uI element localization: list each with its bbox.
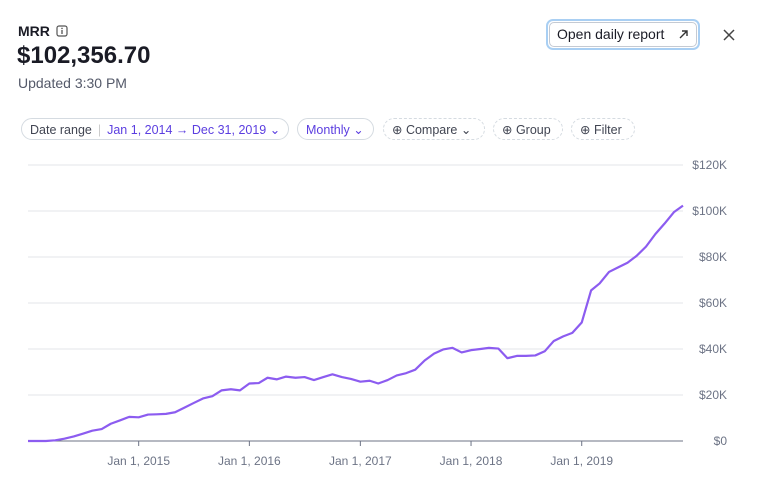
date-value: Jan 1, 2014 → Dec 31, 2019 (107, 123, 267, 137)
plus-icon: ⊕ (580, 123, 594, 137)
group-filter[interactable]: ⊕ Group (493, 118, 563, 140)
filter-button[interactable]: ⊕ Filter (571, 118, 635, 140)
plus-icon: ⊕ (392, 123, 406, 137)
chevron: ⌄ (353, 123, 364, 137)
title: MRR (18, 23, 50, 39)
y-tick-label: $100K (692, 204, 727, 218)
close-icon[interactable] (723, 29, 735, 41)
divider: | (97, 123, 102, 137)
group: Group (515, 123, 551, 137)
y-tick-label: $20K (699, 388, 727, 402)
x-tick-label: Jan 1, 2016 (218, 454, 281, 468)
headline-value: $102,356.70 (17, 42, 151, 69)
y-tick-label: $60K (699, 296, 727, 310)
chevron: ⌄ (269, 123, 281, 137)
updated-time: Updated 3:30 PM (18, 75, 127, 91)
button-focus-ring (546, 19, 700, 50)
compare-filter[interactable]: ⊕ Compare ⌄ (383, 118, 485, 140)
chevron: ⌄ (460, 123, 472, 137)
compare: Compare (405, 123, 458, 137)
info-icon[interactable] (56, 25, 68, 37)
y-tick-label: $0 (714, 434, 728, 448)
date-label: Date range (30, 123, 92, 137)
x-tick-label: Jan 1, 2018 (440, 454, 503, 468)
plus-icon: ⊕ (502, 123, 516, 137)
x-tick-label: Jan 1, 2015 (107, 454, 170, 468)
date-range-filter[interactable]: Date range | Jan 1, 2014 → Dec 31, 2019 ⌄ (21, 118, 289, 140)
y-tick-label: $80K (699, 250, 727, 264)
interval-filter[interactable]: Monthly ⌄ (297, 118, 374, 140)
mrr-line (28, 204, 684, 443)
filter: Filter (593, 123, 622, 137)
arrow-icon (679, 30, 688, 39)
open-report-button[interactable]: Open daily report (549, 22, 697, 47)
x-tick-label: Jan 1, 2019 (550, 454, 613, 468)
y-tick-label: $120K (692, 158, 727, 172)
interval: Monthly (306, 123, 350, 137)
button-label: Open daily report (557, 26, 665, 42)
x-tick-label: Jan 1, 2017 (329, 454, 392, 468)
y-tick-label: $40K (699, 342, 727, 356)
